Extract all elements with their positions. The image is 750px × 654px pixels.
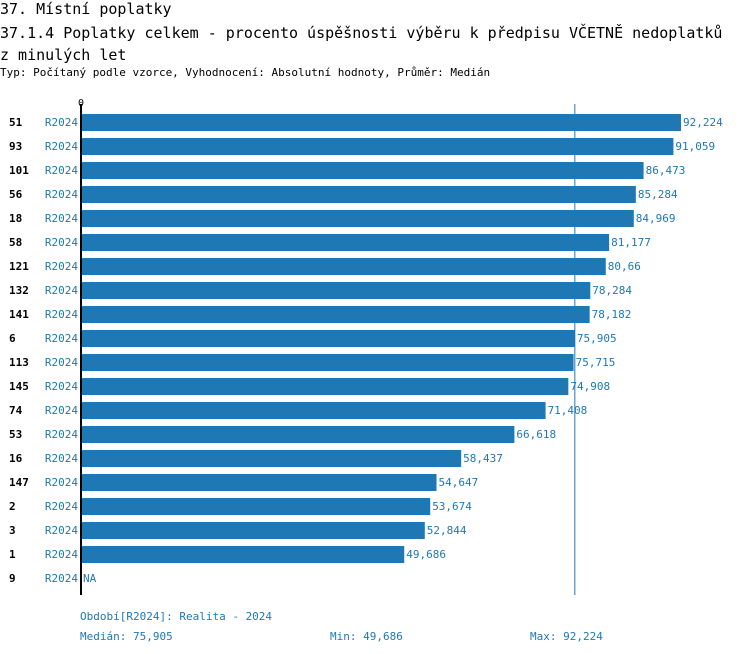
bar-value-label: 74,908	[570, 380, 610, 393]
chart-title: 37.1.4 Poplatky celkem - procento úspěšn…	[0, 24, 723, 64]
row-id: 145	[9, 380, 29, 393]
bar	[81, 426, 515, 443]
row-period: R2024	[45, 140, 78, 153]
row-id: 6	[9, 332, 16, 345]
row-period: R2024	[45, 428, 78, 441]
bar	[81, 186, 636, 203]
footer-max: Max: 92,224	[530, 630, 603, 643]
row-period: R2024	[45, 548, 78, 561]
row-id: 56	[9, 188, 23, 201]
bar-value-label: 52,844	[427, 524, 467, 537]
bar-value-label: 66,618	[516, 428, 556, 441]
bar	[81, 258, 606, 275]
row-period: R2024	[45, 332, 78, 345]
bar-value-label: 92,224	[683, 116, 723, 129]
bar-value-label: 86,473	[646, 164, 686, 177]
row-id: 51	[9, 116, 23, 129]
row-period: R2024	[45, 500, 78, 513]
bar	[81, 330, 575, 347]
bar-value-label: 49,686	[406, 548, 446, 561]
bar	[81, 450, 462, 467]
row-period: R2024	[45, 572, 78, 585]
bar	[81, 162, 644, 179]
bar	[81, 138, 674, 155]
bar	[81, 282, 591, 299]
footer-median: Medián: 75,905	[80, 630, 173, 643]
bar-value-label: 91,059	[675, 140, 715, 153]
row-period: R2024	[45, 260, 78, 273]
bar	[81, 354, 574, 371]
bar-value-label: 85,284	[638, 188, 678, 201]
bar	[81, 234, 610, 251]
bar	[81, 210, 634, 227]
bar	[81, 402, 546, 419]
row-period: R2024	[45, 212, 78, 225]
row-id: 147	[9, 476, 29, 489]
row-period: R2024	[45, 116, 78, 129]
row-id: 9	[9, 572, 16, 585]
row-id: 141	[9, 308, 29, 321]
bar-value-label: 71,408	[548, 404, 588, 417]
axis-zero-label: 0	[78, 98, 84, 109]
bar	[81, 546, 405, 563]
bar	[81, 378, 569, 395]
chart-info: Typ: Počítaný podle vzorce, Vyhodnocení:…	[0, 66, 491, 79]
bar	[81, 522, 425, 539]
row-id: 93	[9, 140, 22, 153]
row-id: 113	[9, 356, 29, 369]
row-period: R2024	[45, 284, 78, 297]
row-id: 74	[9, 404, 23, 417]
bar-value-label: 78,182	[592, 308, 632, 321]
row-id: 132	[9, 284, 29, 297]
row-period: R2024	[45, 308, 78, 321]
bar	[81, 474, 437, 491]
bar-value-label: 78,284	[592, 284, 632, 297]
bar-value-label: NA	[83, 572, 97, 585]
row-id: 58	[9, 236, 22, 249]
row-id: 3	[9, 524, 16, 537]
bar-value-label: 80,66	[608, 260, 641, 273]
row-id: 16	[9, 452, 23, 465]
section-title: 37. Místní poplatky	[0, 0, 172, 18]
bar-value-label: 58,437	[463, 452, 503, 465]
row-id: 1	[9, 548, 16, 561]
bar	[81, 306, 590, 323]
bar-value-label: 75,905	[577, 332, 617, 345]
row-id: 18	[9, 212, 22, 225]
row-period: R2024	[45, 356, 78, 369]
bar-value-label: 84,969	[636, 212, 676, 225]
footer-period: Období[R2024]: Realita - 2024	[80, 610, 273, 623]
row-period: R2024	[45, 188, 78, 201]
bar-value-label: 75,715	[576, 356, 616, 369]
row-id: 121	[9, 260, 29, 273]
bar-value-label: 54,647	[439, 476, 479, 489]
row-id: 2	[9, 500, 16, 513]
row-period: R2024	[45, 524, 78, 537]
row-period: R2024	[45, 236, 78, 249]
row-period: R2024	[45, 452, 78, 465]
bar	[81, 114, 681, 131]
footer-min: Min: 49,686	[330, 630, 403, 643]
row-period: R2024	[45, 404, 78, 417]
row-id: 53	[9, 428, 22, 441]
row-period: R2024	[45, 164, 78, 177]
bar-value-label: 53,674	[432, 500, 472, 513]
row-id: 101	[9, 164, 29, 177]
row-period: R2024	[45, 380, 78, 393]
bar	[81, 498, 431, 515]
bar-value-label: 81,177	[611, 236, 651, 249]
row-period: R2024	[45, 476, 78, 489]
